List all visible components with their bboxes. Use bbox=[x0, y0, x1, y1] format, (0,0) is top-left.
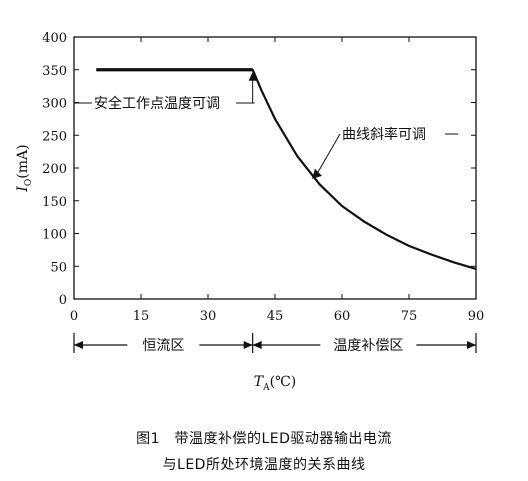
caption-line-2: 与LED所处环境温度的关系曲线 bbox=[162, 457, 366, 473]
x-axis-label: TA(℃) bbox=[254, 374, 296, 393]
y-tick-label: 250 bbox=[42, 129, 67, 144]
x-tick-label: 90 bbox=[468, 309, 485, 324]
y-tick-label: 350 bbox=[42, 64, 67, 79]
x-tick-label: 60 bbox=[334, 309, 351, 324]
y-tick-label: 0 bbox=[59, 293, 67, 308]
y-axis-label: IO(mA) bbox=[15, 144, 34, 192]
annotation-slope: 曲线斜率可调 bbox=[342, 126, 426, 143]
region-arrowhead bbox=[467, 341, 476, 349]
x-tick-label: 30 bbox=[200, 309, 217, 324]
region-constant-label: 恒流区 bbox=[142, 338, 184, 354]
plot-frame bbox=[73, 36, 477, 300]
y-tick-label: 200 bbox=[42, 162, 67, 177]
y-tick-label: 50 bbox=[50, 260, 67, 275]
y-tick-label: 400 bbox=[42, 31, 67, 46]
region-arrowhead bbox=[74, 341, 83, 349]
region-compensation-label: 温度补偿区 bbox=[333, 338, 403, 354]
annotation-arrowhead bbox=[248, 71, 257, 81]
region-arrowhead bbox=[243, 341, 253, 349]
region-arrowhead bbox=[252, 341, 262, 349]
x-tick-label: 75 bbox=[401, 309, 418, 324]
x-tick-label: 0 bbox=[70, 309, 78, 324]
y-tick-label: 300 bbox=[42, 97, 67, 112]
x-tick-label: 15 bbox=[133, 309, 150, 324]
annotation-slope-leader bbox=[316, 133, 341, 175]
x-tick-label: 45 bbox=[267, 309, 284, 324]
y-tick-label: 150 bbox=[42, 195, 67, 210]
chart: 0 50 100 150 200 250 300 350 400 0 15 30 45 60 75 90 IO(… bbox=[15, 31, 485, 393]
annotation-slope-arrowhead bbox=[311, 168, 322, 179]
annotation-safe-point: 安全工作点温度可调 bbox=[94, 95, 220, 112]
caption-line-1: 图1 带温度补偿的LED驱动器输出电流 bbox=[136, 431, 392, 447]
y-tick-label: 100 bbox=[42, 228, 67, 243]
